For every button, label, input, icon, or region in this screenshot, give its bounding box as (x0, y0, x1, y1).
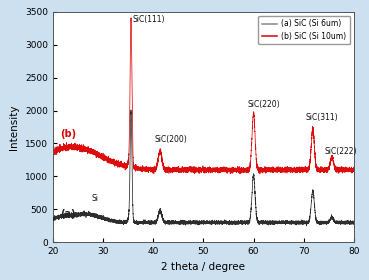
Text: Si: Si (92, 194, 99, 203)
Text: SiC(222): SiC(222) (325, 147, 357, 156)
X-axis label: 2 theta / degree: 2 theta / degree (161, 262, 245, 272)
Text: SiC(311): SiC(311) (305, 113, 338, 122)
Text: SiC(111): SiC(111) (132, 15, 165, 24)
Text: (a): (a) (60, 209, 76, 219)
Y-axis label: Intensity: Intensity (9, 104, 19, 150)
Text: (b): (b) (60, 129, 76, 139)
Legend: (a) SiC (Si 6um), (b) SiC (Si 10um): (a) SiC (Si 6um), (b) SiC (Si 10um) (258, 16, 350, 44)
Text: SiC(220): SiC(220) (248, 100, 280, 109)
Text: SiC(200): SiC(200) (154, 135, 187, 144)
